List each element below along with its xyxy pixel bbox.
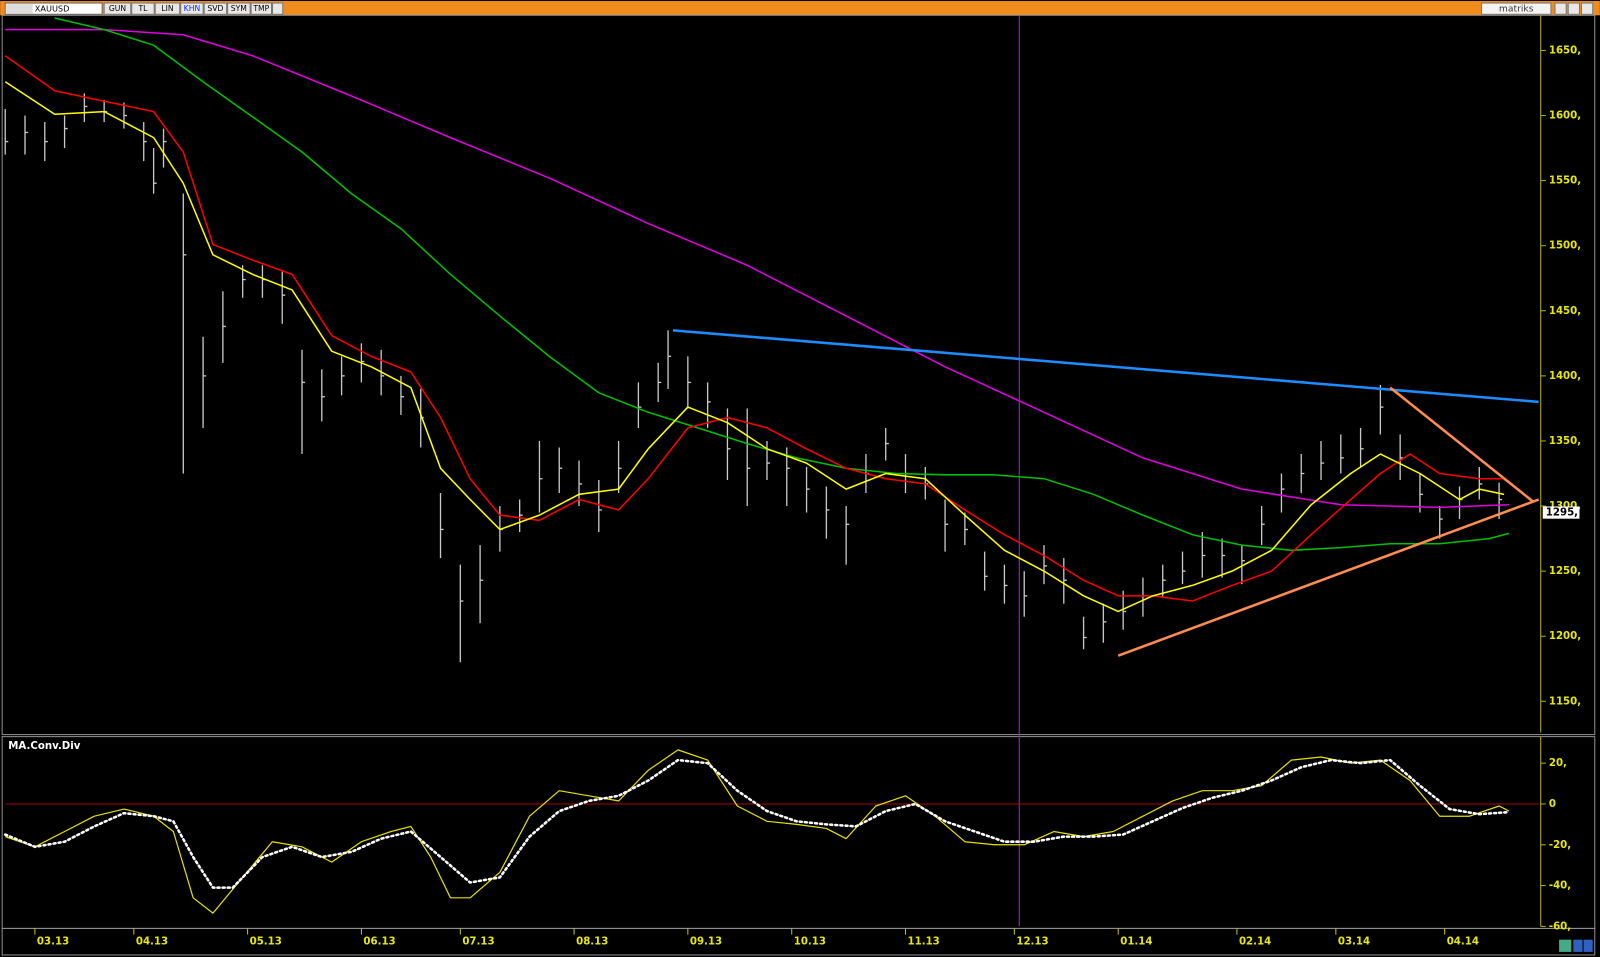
indicator-line <box>54 17 1510 552</box>
x-tick-label: 06.13 <box>363 937 395 948</box>
toolbar-button-label: SVD <box>207 4 223 13</box>
x-tick-label: 04.13 <box>136 937 168 948</box>
x-tick-label: 10.13 <box>794 937 826 948</box>
toolbar-button-label: GUN <box>109 4 126 13</box>
indicator-line <box>1117 498 1540 657</box>
win-min[interactable] <box>1554 2 1567 15</box>
symbol: XAUUSD <box>35 4 70 14</box>
toolbar-button[interactable] <box>131 2 155 15</box>
macd-title: MA.Conv.Div <box>8 741 80 752</box>
toolbar-button-label: TMP <box>252 4 269 13</box>
signal-line <box>3 758 1511 889</box>
y-tick-label: -20, <box>1549 840 1571 851</box>
toolbar-button-label: KHN <box>184 4 200 13</box>
y-tick-label: 1650, <box>1549 45 1581 56</box>
symbol-box[interactable] <box>4 2 103 15</box>
y-tick-label: 1200, <box>1549 631 1581 642</box>
y-tick-label: -40, <box>1549 881 1571 892</box>
scroll-left[interactable] <box>1573 939 1583 952</box>
toolbar-button[interactable] <box>227 2 251 15</box>
y-tick-label: 1350, <box>1549 436 1581 447</box>
y-tick-label: 1250, <box>1549 566 1581 577</box>
refresh-icon[interactable] <box>1559 939 1572 952</box>
toolbar-button[interactable] <box>180 2 204 15</box>
y-tick-label: 1400, <box>1549 371 1581 382</box>
x-tick-label: 11.13 <box>908 937 940 948</box>
x-tick-label: 01.14 <box>1120 937 1152 948</box>
y-tick-label: 1550, <box>1549 176 1581 187</box>
y-tick-label: 20, <box>1549 758 1567 769</box>
last-price-box <box>1542 506 1580 519</box>
win-max[interactable] <box>1567 2 1580 15</box>
y-tick-label: 0 <box>1549 799 1556 810</box>
y-tick-label: 1500, <box>1549 241 1581 252</box>
scroll-right[interactable] <box>1583 939 1593 952</box>
toolbar-button-label: TL <box>137 4 148 13</box>
y-tick-label: 1150, <box>1549 696 1581 707</box>
y-tick-label: -60, <box>1549 921 1571 932</box>
toolbar <box>0 1 1600 16</box>
toolbar-dropdown[interactable] <box>272 2 284 15</box>
indicator-line <box>4 81 1505 613</box>
date-strip-frame <box>1 927 1596 956</box>
toolbar-button[interactable] <box>250 2 273 15</box>
x-tick-label: 07.13 <box>462 937 494 948</box>
brand: matriks <box>1499 4 1534 15</box>
indicator-line <box>4 55 1505 602</box>
toolbar-button-label: SYM <box>231 4 247 13</box>
x-tick-label: 08.13 <box>576 937 608 948</box>
brand-box[interactable] <box>1481 2 1552 15</box>
menu-icon[interactable] <box>6 4 33 14</box>
toolbar-button[interactable] <box>103 2 132 15</box>
y-tick-label: 1600, <box>1549 111 1581 122</box>
x-tick-label: 12.13 <box>1016 937 1048 948</box>
indicator-line <box>5 28 1510 509</box>
x-tick-label: 03.14 <box>1338 937 1370 948</box>
win-close[interactable] <box>1581 2 1594 15</box>
x-tick-label: 09.13 <box>690 937 722 948</box>
indicator-line <box>1389 386 1535 504</box>
price-panel-frame <box>1 14 1596 736</box>
y-tick-label: 1450, <box>1549 306 1581 317</box>
x-tick-label: 04.14 <box>1447 937 1479 948</box>
toolbar-button-label: LIN <box>161 4 173 13</box>
toolbar-button[interactable] <box>154 2 181 15</box>
last-price-label: 1295, <box>1546 508 1578 519</box>
x-tick-label: 02.14 <box>1239 937 1271 948</box>
toolbar-button[interactable] <box>203 2 228 15</box>
x-tick-label: 05.13 <box>250 937 282 948</box>
x-tick-label: 03.13 <box>37 937 69 948</box>
